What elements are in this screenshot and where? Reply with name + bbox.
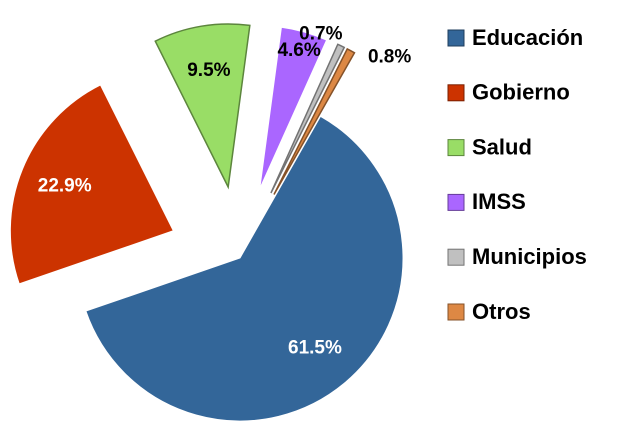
legend-swatch bbox=[447, 84, 465, 102]
legend-label: Educación bbox=[472, 25, 583, 50]
pie-slice bbox=[270, 43, 346, 194]
legend-label: Salud bbox=[472, 134, 532, 159]
legend-label: Municipios bbox=[472, 244, 587, 269]
legend-swatch bbox=[447, 303, 465, 321]
legend-swatch bbox=[447, 139, 465, 157]
data-label: 9.5% bbox=[187, 60, 230, 81]
legend-swatch bbox=[447, 248, 465, 266]
data-label: 61.5% bbox=[288, 337, 342, 358]
pie-slice bbox=[9, 84, 175, 285]
legend-swatch bbox=[447, 29, 465, 47]
legend-label: Otros bbox=[472, 299, 531, 324]
legend-label: Gobierno bbox=[472, 80, 570, 105]
data-label: 0.8% bbox=[368, 47, 411, 68]
data-label: 4.6% bbox=[277, 40, 320, 61]
legend-swatch bbox=[447, 193, 465, 211]
data-label: 0.7% bbox=[299, 23, 342, 44]
pie-slice bbox=[273, 47, 356, 195]
pie-slice bbox=[259, 26, 328, 189]
pie-slice bbox=[154, 23, 251, 190]
legend-label: IMSS bbox=[472, 189, 526, 214]
data-label: 22.9% bbox=[38, 175, 92, 196]
pie-slice bbox=[85, 115, 404, 422]
